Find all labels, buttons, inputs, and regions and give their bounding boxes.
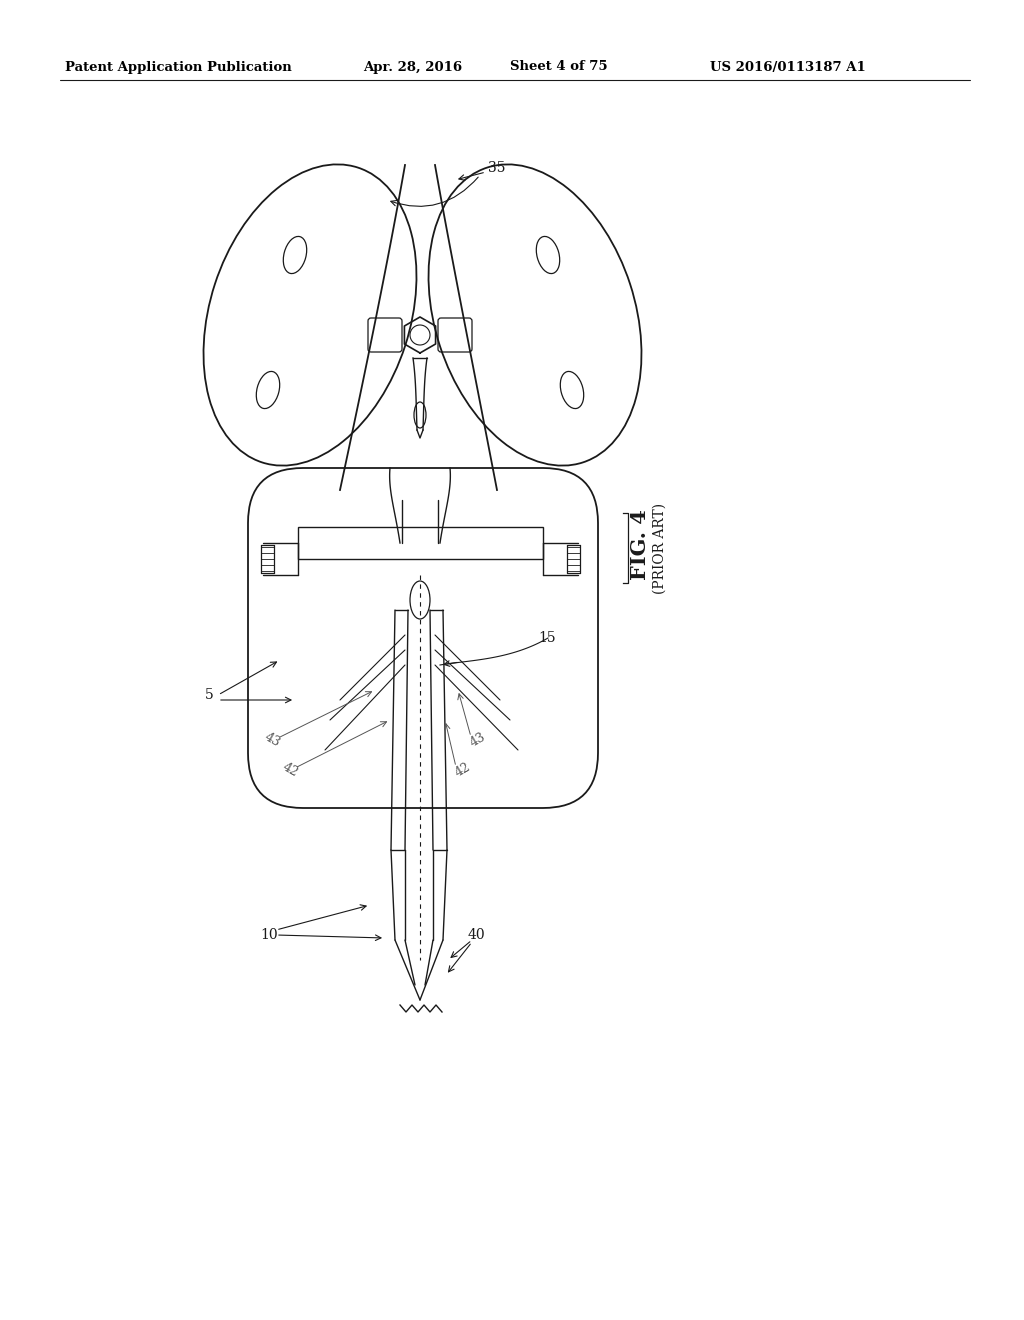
Text: 10: 10: [260, 928, 278, 942]
Text: 5: 5: [205, 688, 214, 702]
Text: 43: 43: [262, 730, 283, 750]
Text: FIG. 4: FIG. 4: [630, 510, 650, 581]
Text: Sheet 4 of 75: Sheet 4 of 75: [510, 61, 607, 74]
Text: 42: 42: [280, 760, 300, 780]
Text: 42: 42: [453, 760, 473, 780]
Text: 43: 43: [468, 730, 488, 750]
Text: Apr. 28, 2016: Apr. 28, 2016: [362, 61, 462, 74]
Text: 40: 40: [468, 928, 485, 942]
Text: Patent Application Publication: Patent Application Publication: [65, 61, 292, 74]
Bar: [298, 527, 543, 558]
Text: 15: 15: [538, 631, 556, 645]
Text: 35: 35: [488, 161, 506, 176]
Text: US 2016/0113187 A1: US 2016/0113187 A1: [710, 61, 865, 74]
Text: (PRIOR ART): (PRIOR ART): [653, 503, 667, 594]
